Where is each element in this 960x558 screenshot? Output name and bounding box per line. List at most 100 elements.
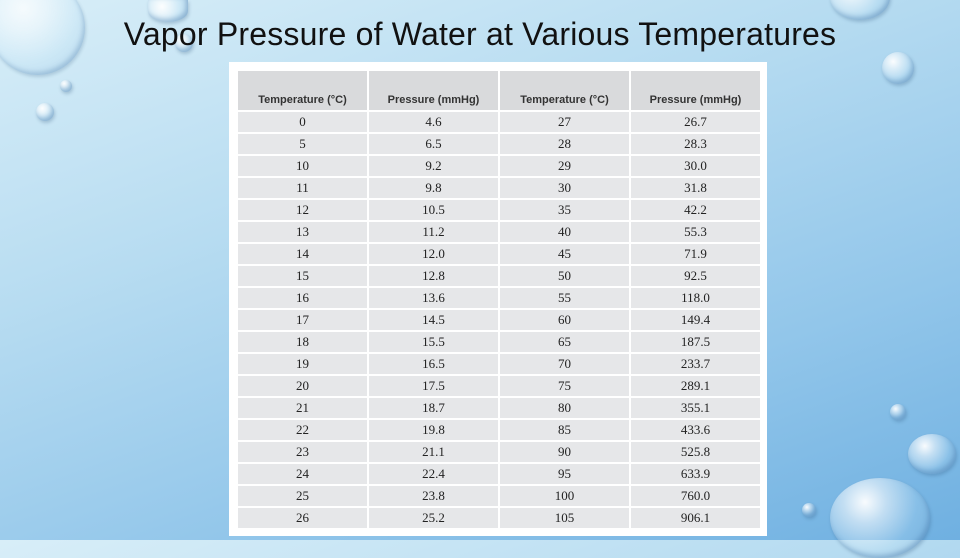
- temperature-cell: 12: [236, 198, 369, 222]
- column-header-temperature: Temperature (°C): [236, 69, 369, 112]
- pressure-cell: 55.3: [629, 220, 762, 244]
- pressure-cell: 30.0: [629, 154, 762, 178]
- vapor-pressure-table-card: Temperature (°C) Pressure (mmHg) Tempera…: [229, 62, 767, 536]
- table-row: 23 21.1 90 525.8: [236, 440, 762, 464]
- table-header-row: Temperature (°C) Pressure (mmHg) Tempera…: [236, 69, 762, 112]
- slide-title: Vapor Pressure of Water at Various Tempe…: [123, 16, 837, 52]
- temperature-cell: 16: [236, 286, 369, 310]
- temperature-cell: 95: [498, 462, 631, 486]
- pressure-cell: 149.4: [629, 308, 762, 332]
- temperature-cell: 55: [498, 286, 631, 310]
- table-row: 26 25.2 105 906.1: [236, 506, 762, 530]
- pressure-cell: 6.5: [367, 132, 500, 156]
- table-row: 0 4.6 27 26.7: [236, 110, 762, 134]
- temperature-cell: 35: [498, 198, 631, 222]
- table-row: 11 9.8 30 31.8: [236, 176, 762, 200]
- temperature-cell: 21: [236, 396, 369, 420]
- pressure-cell: 187.5: [629, 330, 762, 354]
- water-droplet-icon: [890, 404, 906, 420]
- temperature-cell: 50: [498, 264, 631, 288]
- column-header-pressure: Pressure (mmHg): [629, 69, 762, 112]
- table-body: 0 4.6 27 26.7 5 6.5 28 28.3 10 9.2 29 30.0 11 9.8 30 31…: [236, 110, 762, 530]
- water-droplet-icon: [36, 103, 54, 121]
- pressure-cell: 11.2: [367, 220, 500, 244]
- pressure-cell: 9.2: [367, 154, 500, 178]
- water-droplet-icon: [148, 0, 188, 22]
- table-row: 21 18.7 80 355.1: [236, 396, 762, 420]
- water-droplet-icon: [908, 434, 956, 474]
- temperature-cell: 85: [498, 418, 631, 442]
- temperature-cell: 5: [236, 132, 369, 156]
- column-header-pressure: Pressure (mmHg): [367, 69, 500, 112]
- table-row: 22 19.8 85 433.6: [236, 418, 762, 442]
- pressure-cell: 233.7: [629, 352, 762, 376]
- temperature-cell: 0: [236, 110, 369, 134]
- water-droplet-icon: [882, 52, 914, 84]
- temperature-cell: 80: [498, 396, 631, 420]
- temperature-cell: 28: [498, 132, 631, 156]
- temperature-cell: 26: [236, 506, 369, 530]
- temperature-cell: 20: [236, 374, 369, 398]
- table-row: 12 10.5 35 42.2: [236, 198, 762, 222]
- table-row: 25 23.8 100 760.0: [236, 484, 762, 508]
- table-row: 5 6.5 28 28.3: [236, 132, 762, 156]
- table-row: 10 9.2 29 30.0: [236, 154, 762, 178]
- pressure-cell: 21.1: [367, 440, 500, 464]
- temperature-cell: 18: [236, 330, 369, 354]
- pressure-cell: 16.5: [367, 352, 500, 376]
- pressure-cell: 4.6: [367, 110, 500, 134]
- pressure-cell: 17.5: [367, 374, 500, 398]
- pressure-cell: 28.3: [629, 132, 762, 156]
- temperature-cell: 15: [236, 264, 369, 288]
- temperature-cell: 90: [498, 440, 631, 464]
- water-droplet-icon: [175, 34, 193, 52]
- temperature-cell: 25: [236, 484, 369, 508]
- pressure-cell: 760.0: [629, 484, 762, 508]
- pressure-cell: 13.6: [367, 286, 500, 310]
- pressure-cell: 18.7: [367, 396, 500, 420]
- column-header-temperature: Temperature (°C): [498, 69, 631, 112]
- temperature-cell: 75: [498, 374, 631, 398]
- temperature-cell: 27: [498, 110, 631, 134]
- temperature-cell: 29: [498, 154, 631, 178]
- pressure-cell: 12.0: [367, 242, 500, 266]
- pressure-cell: 906.1: [629, 506, 762, 530]
- pressure-cell: 9.8: [367, 176, 500, 200]
- temperature-cell: 65: [498, 330, 631, 354]
- temperature-cell: 45: [498, 242, 631, 266]
- table-row: 19 16.5 70 233.7: [236, 352, 762, 376]
- temperature-cell: 19: [236, 352, 369, 376]
- water-droplet-icon: [60, 80, 72, 92]
- temperature-cell: 22: [236, 418, 369, 442]
- temperature-cell: 70: [498, 352, 631, 376]
- pressure-cell: 118.0: [629, 286, 762, 310]
- pressure-cell: 525.8: [629, 440, 762, 464]
- temperature-cell: 24: [236, 462, 369, 486]
- pressure-cell: 433.6: [629, 418, 762, 442]
- pressure-cell: 10.5: [367, 198, 500, 222]
- temperature-cell: 60: [498, 308, 631, 332]
- pressure-cell: 31.8: [629, 176, 762, 200]
- table-row: 13 11.2 40 55.3: [236, 220, 762, 244]
- vapor-pressure-table: Temperature (°C) Pressure (mmHg) Tempera…: [236, 69, 762, 530]
- pressure-cell: 71.9: [629, 242, 762, 266]
- table-row: 15 12.8 50 92.5: [236, 264, 762, 288]
- temperature-cell: 11: [236, 176, 369, 200]
- table-row: 24 22.4 95 633.9: [236, 462, 762, 486]
- table-row: 16 13.6 55 118.0: [236, 286, 762, 310]
- temperature-cell: 13: [236, 220, 369, 244]
- temperature-cell: 14: [236, 242, 369, 266]
- pressure-cell: 26.7: [629, 110, 762, 134]
- pressure-cell: 15.5: [367, 330, 500, 354]
- pressure-cell: 289.1: [629, 374, 762, 398]
- pressure-cell: 92.5: [629, 264, 762, 288]
- pressure-cell: 633.9: [629, 462, 762, 486]
- temperature-cell: 40: [498, 220, 631, 244]
- temperature-cell: 23: [236, 440, 369, 464]
- table-row: 20 17.5 75 289.1: [236, 374, 762, 398]
- pressure-cell: 25.2: [367, 506, 500, 530]
- pressure-cell: 19.8: [367, 418, 500, 442]
- temperature-cell: 105: [498, 506, 631, 530]
- pressure-cell: 12.8: [367, 264, 500, 288]
